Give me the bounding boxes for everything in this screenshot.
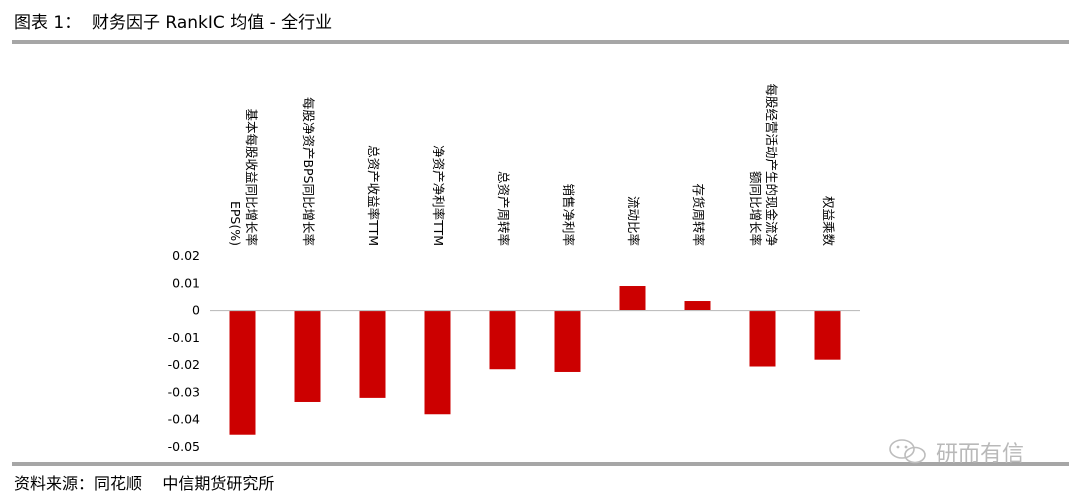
category-label: 流动比率 [626,196,641,246]
wechat-icon [889,439,926,464]
category-label: 存货周转率 [691,183,706,246]
category-label: EPS(%) [228,201,243,246]
category-label: 权益乘数 [821,196,836,247]
category-label: 总资产周转率 [496,171,511,246]
y-tick-label: -0.03 [168,384,200,399]
category-label: 净资产净利率TTM [431,145,446,246]
bar [294,310,321,402]
y-tick-label: 0.02 [172,248,200,263]
bars [229,286,841,435]
category-label: 每股净资产BPS同比增长率 [301,97,316,246]
bottom-rule [12,462,1069,466]
category-label: 销售净利率 [561,183,576,246]
y-axis-ticks: 0.02 0.01 0 -0.01 -0.02 -0.03 -0.04 -0.05 [168,248,200,454]
figure-title: 图表 1： 财务因子 RankIC 均值 - 全行业 [14,13,333,33]
y-tick-label: -0.04 [168,412,200,427]
y-tick-label: 0.01 [172,275,200,290]
category-label: 总资产收益率TTM [366,145,381,246]
y-tick-label: -0.01 [168,330,200,345]
bar [359,310,386,398]
top-rule [12,40,1069,44]
bar [684,301,711,311]
bar [424,310,451,415]
watermark-text: 研而有信 [936,442,1025,467]
y-tick-label: -0.02 [168,357,200,372]
y-tick-label: -0.05 [168,439,200,454]
bar [814,310,841,360]
bar [489,310,516,370]
category-label: 每股经营活动产生的现金流净 [764,83,779,246]
category-label: 基本每股收益同比增长率 [244,108,259,246]
bar [554,310,581,372]
category-label: 额同比增长率 [748,171,763,246]
source-note: 资料来源：同花顺 中信期货研究所 [14,474,275,493]
bar [749,310,776,367]
bar [619,286,646,311]
y-tick-label: 0 [192,303,200,318]
bar [229,310,256,435]
